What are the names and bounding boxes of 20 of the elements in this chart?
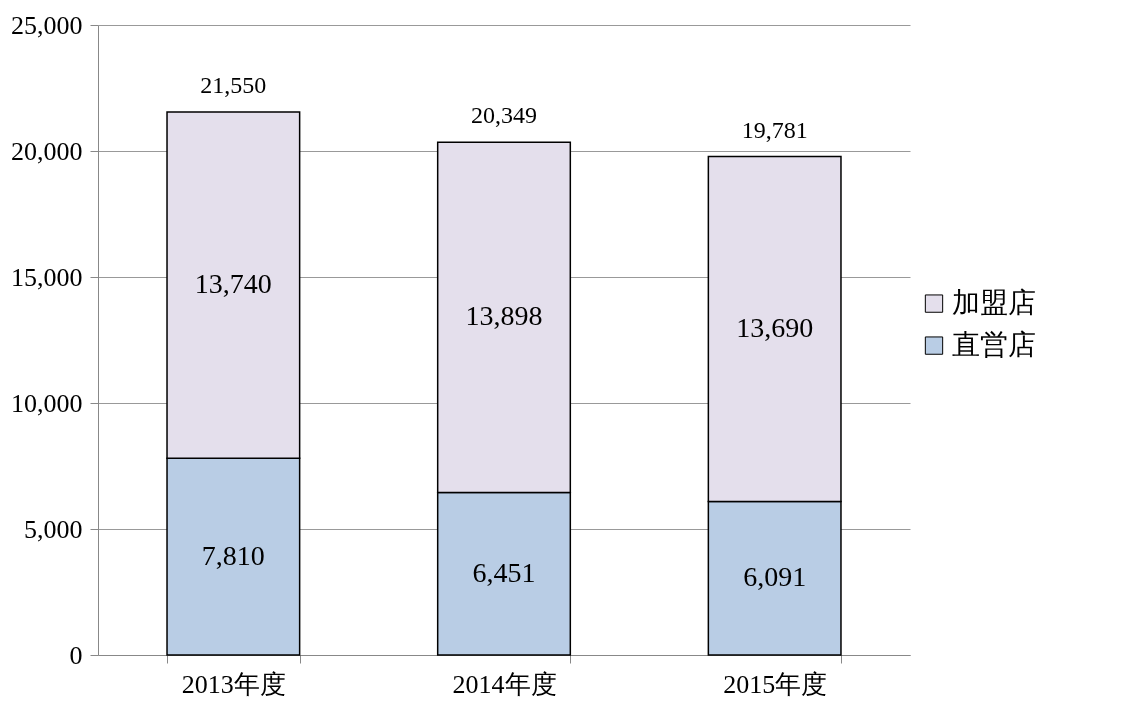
data-label: 13,898 <box>465 300 543 332</box>
legend-label: 加盟店 <box>952 286 1036 318</box>
data-label: 6,091 <box>743 561 807 593</box>
y-tick-label: 5,000 <box>24 514 83 544</box>
y-tick-label: 20,000 <box>11 136 83 166</box>
legend-label: 直営店 <box>952 328 1036 360</box>
x-tick-label: 2014年度 <box>452 669 557 699</box>
total-label: 21,550 <box>200 71 267 98</box>
data-label: 6,451 <box>472 556 536 588</box>
data-label: 13,690 <box>736 312 814 344</box>
y-tick-label: 15,000 <box>11 262 83 292</box>
data-label: 13,740 <box>194 268 272 300</box>
y-tick-label: 0 <box>69 640 83 670</box>
y-tick-label: 10,000 <box>11 388 83 418</box>
data-label: 7,810 <box>201 539 265 571</box>
x-tick-label: 2013年度 <box>181 669 286 699</box>
total-label: 20,349 <box>471 102 537 129</box>
total-label: 19,781 <box>741 116 808 143</box>
y-tick-label: 25,000 <box>11 10 83 40</box>
x-tick-label: 2015年度 <box>723 669 828 699</box>
